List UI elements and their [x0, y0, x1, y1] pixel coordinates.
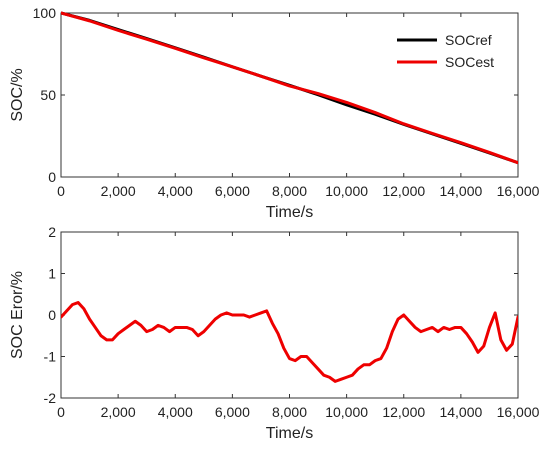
chart-1-x-tick-label: 10,000: [325, 183, 368, 199]
chart-2-y-tick-label: 1: [48, 266, 56, 282]
chart-2-x-axis-label: Time/s: [266, 425, 313, 442]
chart-2-plot-frame: [60, 231, 519, 399]
chart-2-x-tick-label: 8,000: [272, 404, 307, 420]
chart-2: 0 2,000 4,000 6,000 8,000 10,000 12,000 14,000 1…: [9, 224, 540, 442]
chart-1-y-tick-label: 100: [33, 5, 57, 21]
chart-1-x-tick-label: 12,000: [382, 183, 425, 199]
chart-2-y-tick-label: 2: [48, 224, 56, 240]
chart-1-legend-label-socest: SOCest: [445, 54, 494, 70]
chart-2-x-tick-label: 14,000: [439, 404, 482, 420]
chart-2-y-tick-label: -2: [44, 390, 57, 406]
chart-2-x-tick-label: 2,000: [101, 404, 136, 420]
chart-1-legend: SOCref SOCest: [397, 32, 494, 70]
chart-2-y-axis-label: SOC Eror/%: [9, 271, 26, 359]
chart-2-x-tick-label: 10,000: [325, 404, 368, 420]
chart-1-x-tick-label: 2,000: [101, 183, 136, 199]
chart-1-x-tick-label: 14,000: [439, 183, 482, 199]
chart-1-x-tick-label: 8,000: [272, 183, 307, 199]
chart-1: 0 2,000 4,000 6,000 8,000 10,000 12,000 14,000 1…: [9, 5, 540, 221]
chart-1-x-axis-label: Time/s: [266, 204, 313, 221]
chart-2-x-tick-label: 6,000: [215, 404, 250, 420]
chart-1-x-tick-label: 4,000: [158, 183, 193, 199]
chart-1-y-tick-label: 50: [40, 87, 56, 103]
chart-1-x-tick-label: 16,000: [497, 183, 540, 199]
chart-2-y-tick-label: 0: [48, 307, 56, 323]
chart-2-x-tick-label: 16,000: [497, 404, 540, 420]
chart-2-series-series-1-line: [61, 301, 518, 383]
chart-2-x-tick-label: 0: [57, 404, 65, 420]
chart-1-y-axis-label: SOC/%: [9, 68, 26, 121]
chart-1-x-tick-label: 0: [57, 183, 65, 199]
chart-1-legend-label-socref: SOCref: [445, 32, 492, 48]
chart-2-x-tick-label: 12,000: [382, 404, 425, 420]
chart-1-x-tick-label: 6,000: [215, 183, 250, 199]
chart-2-y-tick-label: -1: [44, 349, 57, 365]
chart-1-series-socest-line: [61, 11, 518, 165]
chart-1-y-tick-label: 0: [48, 169, 56, 185]
chart-2-x-tick-label: 4,000: [158, 404, 193, 420]
